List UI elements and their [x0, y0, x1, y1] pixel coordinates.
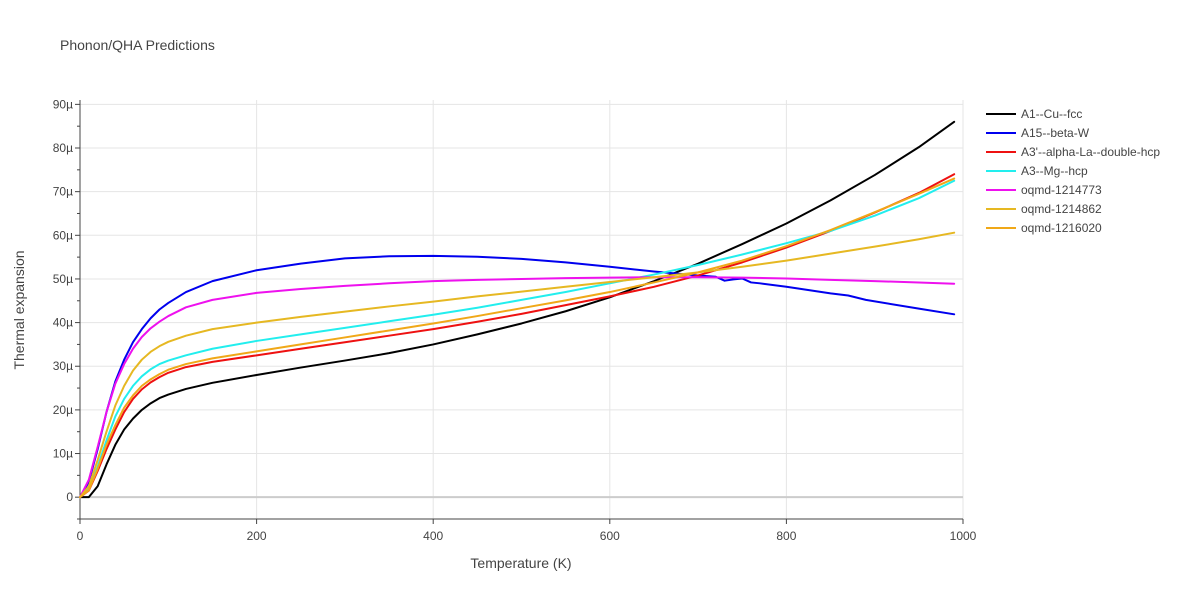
chart-title: Phonon/QHA Predictions	[60, 37, 215, 53]
series-line-5	[79, 276, 956, 499]
legend-item-2[interactable]: A15--beta-W	[986, 126, 1090, 140]
x-tick-label: 600	[600, 529, 620, 543]
y-tick-label: 20µ	[53, 403, 73, 417]
y-axis-ticks: 0 10µ 20µ 30µ 40µ 50µ 60µ 70µ 80µ 90µ	[53, 97, 80, 520]
legend-item-6[interactable]: oqmd-1214862	[986, 202, 1102, 216]
series-line-1	[79, 120, 956, 499]
legend[interactable]: A1--Cu--fcc A15--beta-W A3'--alpha-La--dou…	[986, 107, 1160, 235]
legend-label: oqmd-1214862	[1021, 202, 1102, 216]
legend-label: A15--beta-W	[1021, 126, 1090, 140]
x-tick-label: 200	[247, 529, 267, 543]
legend-label: A3'--alpha-La--double-hcp	[1021, 145, 1160, 159]
series-line-3	[79, 173, 956, 499]
x-tick-label: 0	[77, 529, 84, 543]
legend-label: A1--Cu--fcc	[1021, 107, 1082, 121]
y-tick-label: 50µ	[53, 272, 73, 286]
y-tick-label: 70µ	[53, 185, 73, 199]
x-tick-label: 400	[423, 529, 443, 543]
grid-lines	[80, 100, 964, 519]
y-tick-label: 80µ	[53, 141, 73, 155]
axes	[79, 100, 963, 520]
legend-item-7[interactable]: oqmd-1216020	[986, 221, 1102, 235]
series-line-7	[79, 177, 956, 499]
y-tick-label: 60µ	[53, 228, 73, 242]
legend-label: A3--Mg--hcp	[1021, 164, 1088, 178]
y-tick-label: 40µ	[53, 316, 73, 330]
y-tick-label: 0	[66, 490, 73, 504]
series-lines	[79, 120, 956, 499]
y-tick-label: 10µ	[53, 447, 73, 461]
x-axis-ticks: 0 200 400 600 800 1000	[77, 519, 977, 543]
series-line-6	[79, 231, 956, 499]
y-axis-title: Thermal expansion	[11, 250, 27, 369]
x-tick-label: 1000	[950, 529, 977, 543]
y-tick-label: 90µ	[53, 97, 73, 111]
series-line-2	[79, 254, 956, 499]
legend-item-5[interactable]: oqmd-1214773	[986, 183, 1102, 197]
x-axis-title: Temperature (K)	[470, 555, 571, 571]
legend-label: oqmd-1216020	[1021, 221, 1102, 235]
legend-item-3[interactable]: A3'--alpha-La--double-hcp	[986, 145, 1160, 159]
legend-label: oqmd-1214773	[1021, 183, 1102, 197]
x-tick-label: 800	[776, 529, 796, 543]
y-tick-label: 30µ	[53, 359, 73, 373]
series-line-4	[79, 179, 956, 499]
legend-item-1[interactable]: A1--Cu--fcc	[986, 107, 1082, 121]
legend-item-4[interactable]: A3--Mg--hcp	[986, 164, 1088, 178]
